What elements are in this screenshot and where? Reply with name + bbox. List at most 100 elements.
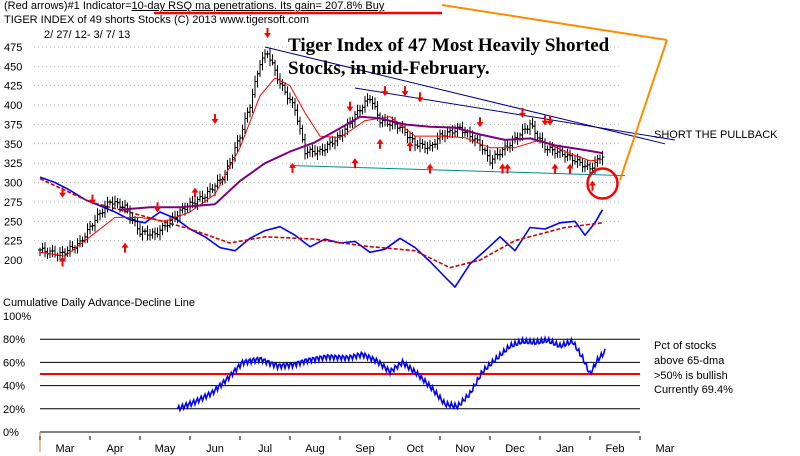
sell-arrow (381, 86, 389, 97)
y-tick-label: 425 (4, 81, 22, 93)
sell-arrow (416, 92, 424, 103)
buy-arrow-head (376, 138, 384, 144)
moving-averages (39, 77, 603, 257)
indicator-header: (Red arrows)#1 Indicator=10-day RSQ ma p… (4, 0, 384, 12)
buy-arrow (191, 187, 199, 198)
x-tick-label: Jan (556, 443, 574, 455)
y-tick-label: 200 (4, 255, 22, 267)
trendline-lower (354, 87, 676, 141)
upper-y-axis: 475 450 425 400 375 350 325 300 275 250 225 200 (4, 42, 22, 267)
buy-arrow-head (551, 163, 559, 169)
y-tick-label: 350 (4, 139, 22, 151)
sell-arrow-head (416, 97, 424, 103)
long-ma-line (119, 115, 603, 211)
sell-arrow (211, 114, 219, 125)
sell-arrow-head (476, 122, 484, 128)
sell-arrow (264, 28, 271, 39)
lower-y-tick-label: 80% (3, 334, 25, 346)
x-tick-label: Oct (406, 443, 423, 455)
buy-arrow-head (504, 163, 511, 169)
oscillator-series (39, 176, 604, 288)
annotation-line-top (441, 4, 668, 41)
x-tick-label: Sep (355, 443, 375, 455)
buy-arrow-head (289, 162, 296, 168)
pct-note-3: >50% is bullish (654, 370, 728, 382)
oscillator-ma-line (39, 177, 603, 269)
signal-arrows (59, 28, 596, 267)
indicator-prefix: (Red arrows)#1 Indicator= (4, 0, 132, 12)
buy-arrow (376, 138, 384, 149)
x-tick-label: Apr (106, 443, 123, 455)
buy-arrow (499, 163, 506, 174)
sell-arrow-head (211, 119, 219, 125)
short-pullback-label: SHORT THE PULLBACK (654, 129, 778, 141)
x-tick-label: Feb (606, 443, 625, 455)
trendlines (264, 46, 676, 177)
x-tick-label: Jun (206, 443, 224, 455)
buy-arrow-head (351, 158, 359, 164)
chart-header: TIGER INDEX of 49 shorts Stocks (C) 2013… (4, 14, 310, 26)
pct-above-65dma-line (176, 335, 606, 413)
date-range: 2/ 27/ 12- 3/ 7/ 13 (44, 29, 131, 41)
sell-arrow-head (264, 33, 271, 39)
price-bars (38, 48, 605, 262)
buy-arrow (589, 180, 596, 191)
y-tick-label: 300 (4, 178, 22, 190)
x-tick-label: Nov (455, 443, 475, 455)
y-tick-label: 275 (4, 197, 22, 209)
oscillator-line (39, 176, 604, 288)
sell-arrow (89, 194, 96, 205)
annotation-title-line2: Stocks, in mid-February. (288, 58, 490, 79)
buy-arrow (504, 163, 511, 174)
lower-y-tick-label: 0% (3, 427, 19, 439)
x-tick-label: May (155, 443, 176, 455)
sell-arrow-head (89, 199, 96, 205)
lower-y-tick-label: 60% (3, 357, 25, 369)
buy-arrow-head (406, 141, 414, 147)
lower-grid (39, 338, 640, 452)
short-ma-line (39, 77, 603, 257)
lower-panel-title: Cumulative Daily Advance-Decline Line (3, 297, 195, 309)
buy-arrow-head (121, 242, 129, 248)
lower-y-tick-label: 20% (3, 404, 25, 416)
highlight-circle (586, 167, 619, 200)
buy-arrow (289, 162, 296, 173)
buy-arrow (566, 163, 574, 174)
sell-arrow-head (346, 106, 354, 112)
annotation-title-line1: Tiger Index of 47 Most Heavily Shorted (288, 35, 610, 56)
sell-arrow-head (381, 91, 389, 97)
x-axis: Mar Apr May Jun Jul Aug Sep Oct Nov Dec Jan Feb Mar (39, 436, 675, 455)
indicator-gain: 10-day RSQ ma penetrations. Its gain= 20… (131, 0, 385, 12)
x-tick-label: Jul (258, 443, 272, 455)
buy-arrow-head (191, 187, 199, 193)
buy-arrow (59, 256, 66, 267)
sell-arrow-head (401, 91, 409, 97)
pct-line (176, 335, 606, 413)
x-tick-label: Dec (505, 443, 525, 455)
sell-arrow-head (519, 112, 526, 118)
y-tick-label: 375 (4, 119, 22, 131)
sell-arrow (401, 86, 409, 97)
sell-arrow (476, 117, 484, 128)
buy-arrow (406, 141, 414, 152)
lower-y-axis: 100% 80% 60% 40% 20% 0% (3, 311, 31, 439)
buy-arrow-head (566, 163, 574, 169)
sell-arrow-head (546, 120, 554, 126)
y-tick-label: 450 (4, 61, 22, 73)
buy-arrow-head (426, 163, 434, 169)
y-tick-label: 475 (4, 42, 22, 54)
buy-arrow (121, 242, 129, 253)
y-tick-label: 225 (4, 236, 22, 248)
annotation-line-right (619, 39, 668, 181)
buy-arrow-head (59, 256, 66, 262)
lower-y-tick-label: 40% (3, 381, 25, 393)
sell-arrow-head (541, 120, 549, 126)
sell-arrow (546, 115, 554, 126)
lower-y-tick-label: 100% (3, 311, 31, 323)
y-tick-label: 325 (4, 158, 22, 170)
buy-arrow (551, 163, 559, 174)
orange-annotation (441, 4, 668, 200)
x-tick-label: Mar (56, 443, 75, 455)
pct-note-4: Currently 69.4% (654, 384, 733, 396)
